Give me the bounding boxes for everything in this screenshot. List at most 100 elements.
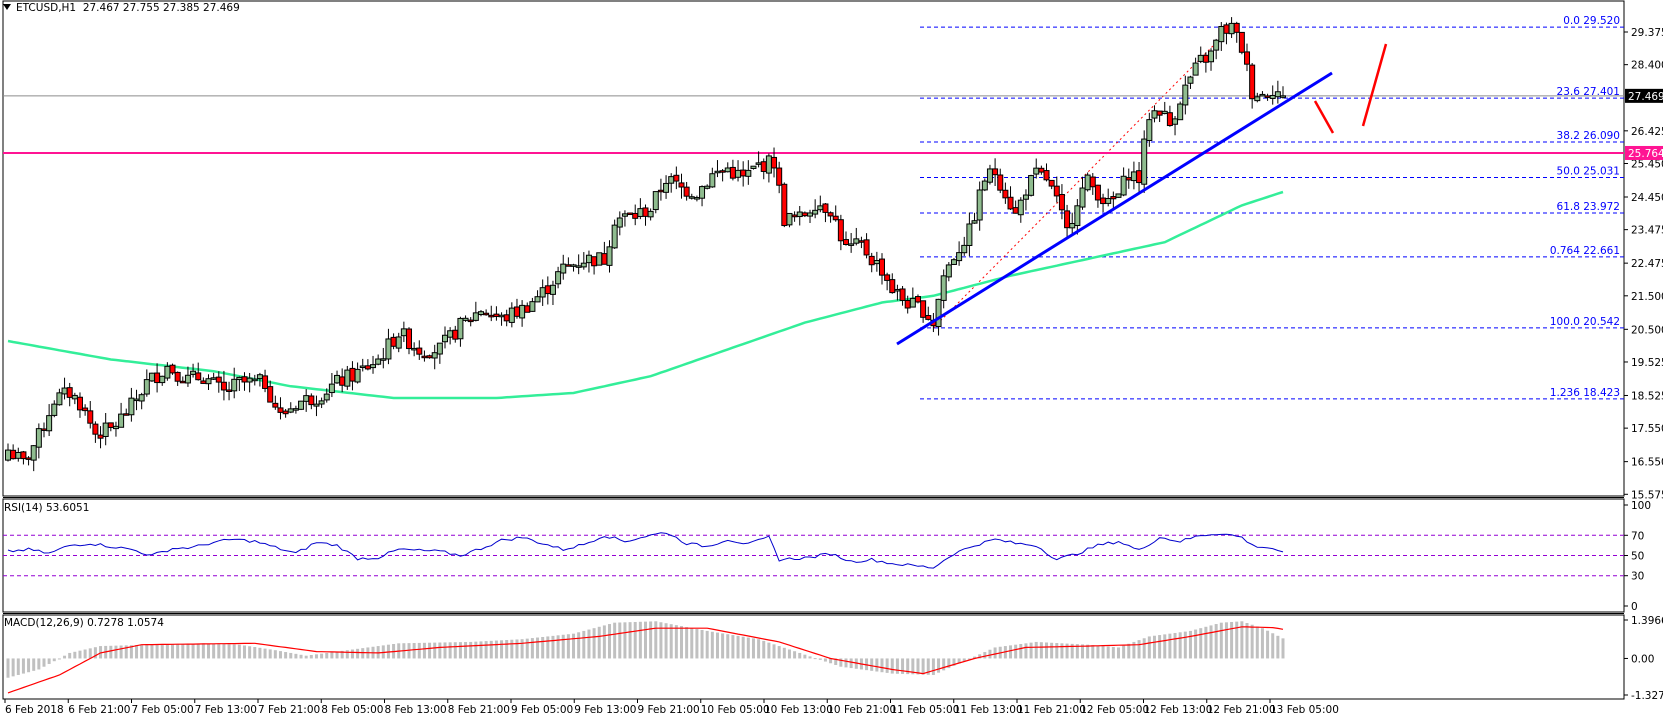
macd-histogram-bar: [1152, 635, 1156, 659]
candle: [1161, 110, 1168, 115]
candle: [282, 410, 289, 415]
macd-histogram-bar: [623, 622, 627, 659]
macd-histogram-bar: [1029, 642, 1033, 659]
price-tick-label: 25.450: [1631, 158, 1663, 170]
candle: [914, 296, 921, 303]
candle: [1038, 167, 1045, 173]
macd-histogram-bar: [330, 652, 334, 659]
candle: [606, 246, 613, 266]
macd-histogram-bar: [736, 635, 740, 659]
candle: [477, 311, 484, 316]
macd-histogram-bar: [1209, 625, 1213, 659]
macd-histogram-bar: [1188, 630, 1192, 659]
candle: [796, 211, 803, 218]
candle: [421, 355, 428, 359]
candle: [956, 252, 963, 262]
candle: [1274, 91, 1281, 98]
candle: [1197, 54, 1204, 62]
macd-histogram-bar: [1260, 628, 1264, 659]
trendline[interactable]: [896, 71, 1333, 346]
macd-histogram-bar: [602, 625, 606, 659]
candle: [1089, 176, 1096, 188]
candle: [920, 300, 927, 318]
macd-histogram-bar: [798, 652, 802, 659]
candle: [760, 161, 767, 172]
candle: [436, 342, 443, 355]
macd-histogram-bar: [983, 652, 987, 659]
candle: [15, 451, 22, 459]
candle: [164, 365, 171, 379]
resistance-price-box: [1625, 145, 1663, 160]
macd-histogram-bar: [829, 658, 833, 664]
time-tick-label: 10 Feb 05:00: [701, 704, 770, 716]
macd-histogram-bar: [150, 644, 154, 659]
macd-histogram-bar: [510, 639, 514, 659]
macd-histogram-bar: [99, 646, 103, 659]
macd-histogram-bar: [294, 653, 298, 659]
candle: [246, 377, 253, 383]
macd-histogram-bar: [1250, 624, 1254, 659]
candle: [843, 239, 850, 246]
macd-histogram-bar: [494, 640, 498, 659]
candle: [483, 312, 490, 316]
macd-histogram-bar: [849, 658, 853, 669]
price-tick-label: 28.400: [1631, 60, 1663, 72]
candle: [616, 217, 623, 228]
candle: [200, 380, 207, 384]
macd-histogram-bar: [217, 643, 221, 659]
dropdown-triangle-icon[interactable]: [3, 4, 11, 10]
macd-histogram-bar: [942, 658, 946, 671]
candle: [1238, 31, 1245, 53]
candle: [750, 165, 757, 169]
candle: [1156, 110, 1163, 116]
macd-histogram-bar: [546, 636, 550, 659]
time-tick-label: 12 Feb 13:00: [1144, 704, 1213, 716]
macd-histogram-bar: [1132, 641, 1136, 659]
macd-histogram-bar: [746, 637, 750, 659]
time-tick-label: 9 Feb 21:00: [638, 704, 700, 716]
candle: [935, 298, 942, 328]
macd-histogram-bar: [1245, 623, 1249, 659]
macd-histogram-bar: [201, 643, 205, 659]
candle: [87, 410, 94, 424]
macd-histogram-bar: [669, 624, 673, 659]
candle: [272, 402, 279, 408]
macd-tick-label: -1.3275: [1631, 690, 1663, 702]
macd-histogram-bar: [695, 628, 699, 659]
macd-histogram-bar: [592, 628, 596, 659]
candle: [992, 168, 999, 176]
macd-histogram-bar: [212, 643, 216, 659]
candle: [76, 396, 83, 411]
macd-histogram-bar: [73, 651, 77, 659]
candle: [56, 392, 63, 406]
chart-title: ETCUSD,H1 27.467 27.755 27.385 27.469: [3, 2, 240, 14]
macd-histogram-bar: [278, 651, 282, 659]
candle: [1074, 205, 1081, 227]
macd-histogram-bar: [1240, 621, 1244, 659]
candle: [159, 375, 166, 384]
candle: [688, 196, 695, 199]
candle: [945, 264, 952, 278]
macd-histogram-bar: [1255, 626, 1259, 659]
macd-histogram-bar: [1019, 643, 1023, 659]
macd-histogram-bar: [309, 655, 313, 659]
candle: [858, 240, 865, 243]
candle: [704, 185, 711, 189]
candle: [1069, 223, 1076, 229]
candle: [447, 330, 454, 338]
candle: [251, 378, 258, 382]
macd-histogram-bar: [715, 632, 719, 659]
current-price-box: [1625, 88, 1663, 103]
candle: [1177, 103, 1184, 121]
macd-histogram-bar: [361, 648, 365, 659]
macd-histogram-bar: [52, 658, 56, 662]
macd-histogram-bar: [741, 636, 745, 659]
candle: [1012, 207, 1019, 214]
macd-histogram-bar: [921, 658, 925, 675]
time-tick-label: 11 Feb 05:00: [891, 704, 960, 716]
candle: [1218, 26, 1225, 43]
macd-histogram-bar: [818, 658, 822, 660]
macd-histogram-bar: [993, 647, 997, 659]
